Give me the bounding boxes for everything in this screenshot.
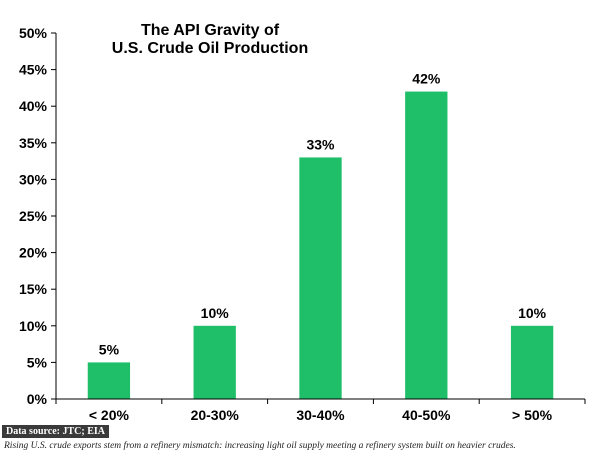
y-tick-label: 5% (27, 354, 48, 370)
bar-value-label: 10% (518, 305, 547, 321)
x-category-label: 40-50% (402, 407, 451, 423)
bar (299, 157, 342, 399)
y-tick-label: 45% (19, 62, 48, 78)
bar-value-label: 42% (412, 71, 441, 87)
bar-value-label: 33% (306, 136, 335, 152)
bar (87, 362, 131, 399)
x-category-label: 20-30% (191, 407, 240, 423)
y-tick-label: 10% (19, 318, 48, 334)
y-tick-label: 0% (27, 391, 48, 407)
y-tick-label: 20% (19, 245, 48, 261)
y-axis-ticks (51, 32, 56, 400)
x-category-label: < 20% (89, 407, 130, 423)
bar (193, 325, 236, 399)
bar (510, 325, 554, 399)
bar (405, 91, 448, 399)
x-category-label: 30-40% (296, 407, 345, 423)
bars (87, 91, 554, 399)
y-tick-label: 15% (19, 281, 48, 297)
chart-caption: Rising U.S. crude exports stem from a re… (4, 441, 516, 451)
x-axis-ticks (55, 399, 586, 404)
y-tick-label: 50% (19, 25, 48, 41)
bar-value-label: 10% (201, 305, 230, 321)
chart-title-line-1: The API Gravity of (140, 22, 280, 39)
data-labels: 5% 10% 33% 42% 10% (99, 71, 547, 358)
x-category-label: > 50% (512, 407, 553, 423)
x-axis-category-labels: < 20% 20-30% 30-40% 40-50% > 50% (89, 407, 553, 423)
y-tick-label: 25% (19, 208, 48, 224)
y-tick-label: 30% (19, 171, 48, 187)
data-source-label: Data source: JTC; EIA (2, 425, 109, 438)
bar-value-label: 5% (99, 341, 120, 357)
y-tick-label: 35% (19, 135, 48, 151)
chart-title-line-2: U.S. Crude Oil Production (111, 40, 309, 57)
chart-title: The API Gravity of U.S. Crude Oil Produc… (60, 22, 360, 58)
y-tick-label: 40% (19, 98, 48, 114)
y-axis-tick-labels: 0% 5% 10% 15% 20% 25% 30% 35% 40% 45% 50% (19, 25, 48, 407)
